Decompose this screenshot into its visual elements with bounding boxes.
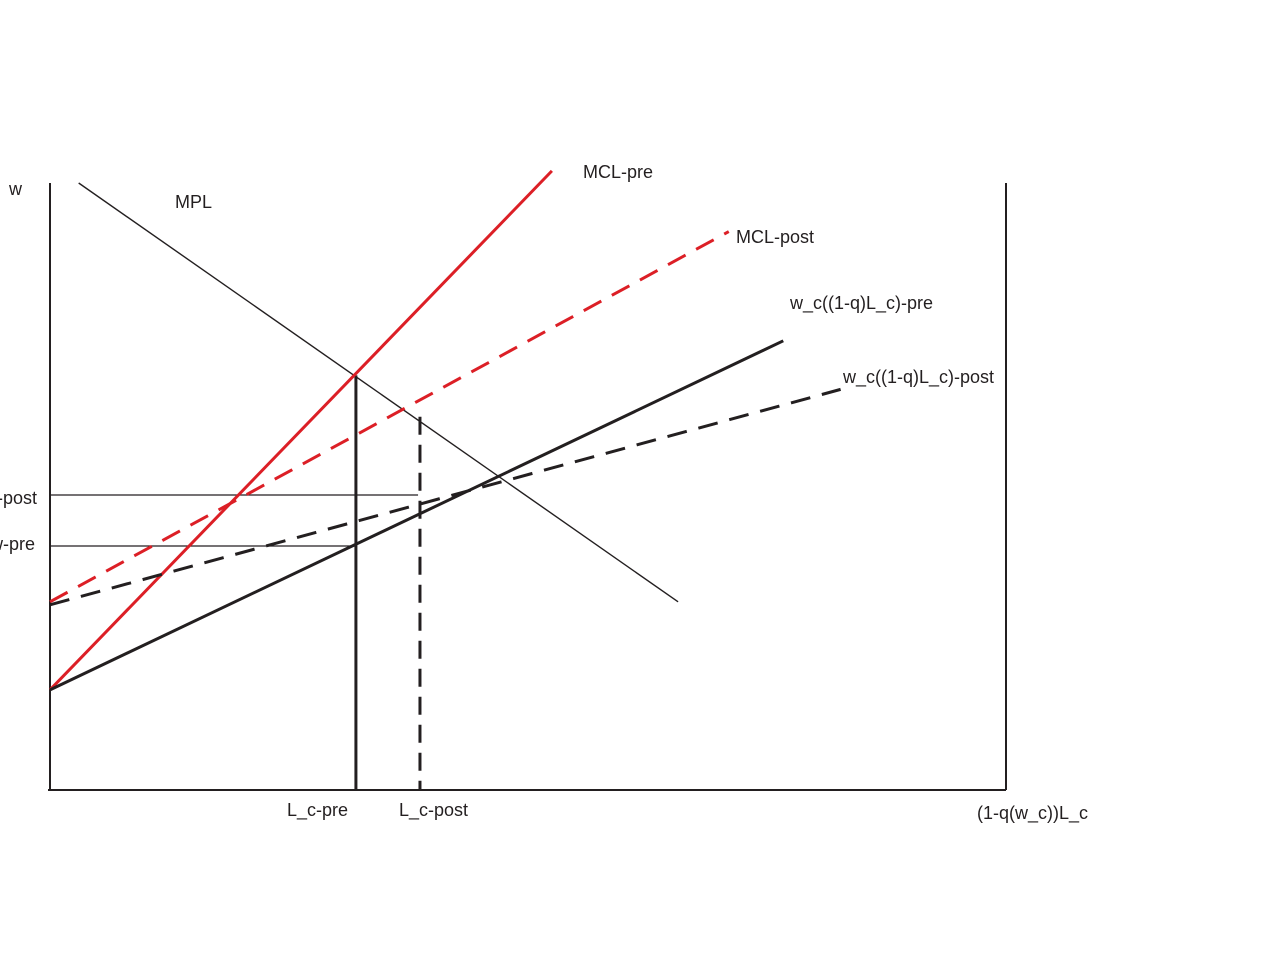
- series-label-mcl-pre: MCL-pre: [583, 162, 653, 182]
- series-label-mcl-post: MCL-post: [736, 227, 814, 247]
- series-label-wage-post: w_c((1-q)L_c)-post: [842, 367, 994, 388]
- series-line-mpl: [78, 182, 679, 603]
- x-marker-label-lc-pre: L_c-pre: [287, 800, 348, 821]
- series-line-mcl-post: [49, 230, 730, 604]
- guide-lines: [50, 375, 422, 790]
- y-marker-label-w-pre: w-pre: [0, 534, 35, 554]
- series-label-mpl: MPL: [175, 192, 212, 212]
- y-axis-label: w: [8, 179, 23, 199]
- x-marker-label-lc-post: L_c-post: [399, 800, 468, 821]
- series-line-mcl-pre: [48, 169, 553, 691]
- series-label-wage-pre: w_c((1-q)L_c)-pre: [789, 293, 933, 314]
- x-axis-label: (1-q(w_c))L_c: [977, 803, 1088, 824]
- y-marker-label-w-post: w-post: [0, 488, 37, 508]
- series-line-w-c-1-q-l-c-post: [49, 387, 842, 607]
- series-line-w-c-1-q-l-c-pre: [49, 339, 784, 692]
- curves: [48, 169, 842, 692]
